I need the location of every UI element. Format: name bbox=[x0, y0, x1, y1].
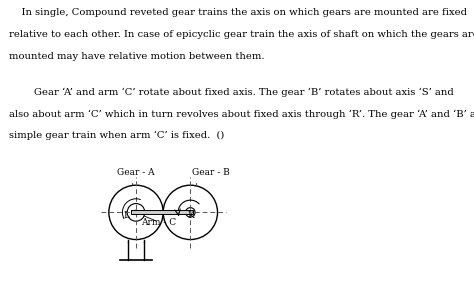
Text: mounted may have relative motion between them.: mounted may have relative motion between… bbox=[9, 52, 265, 61]
Text: Gear - A: Gear - A bbox=[117, 168, 155, 184]
Text: relative to each other. In case of epicyclic gear train the axis of shaft on whi: relative to each other. In case of epicy… bbox=[9, 30, 474, 39]
Text: also about arm ‘C’ which in turn revolves about fixed axis through ‘R’. The gear: also about arm ‘C’ which in turn revolve… bbox=[9, 109, 474, 119]
Circle shape bbox=[189, 211, 192, 214]
Text: L: L bbox=[123, 211, 129, 220]
Text: K: K bbox=[187, 211, 194, 220]
Bar bbox=[131, 211, 193, 214]
Text: In single, Compound reveted gear trains the axis on which gears are mounted are : In single, Compound reveted gear trains … bbox=[9, 8, 467, 18]
Text: Gear ‘A’ and arm ‘C’ rotate about fixed axis. The gear ‘B’ rotates about axis ‘S: Gear ‘A’ and arm ‘C’ rotate about fixed … bbox=[9, 88, 454, 97]
Text: Arm - C: Arm - C bbox=[141, 216, 177, 227]
Text: Gear - B: Gear - B bbox=[191, 168, 229, 184]
Text: simple gear train when arm ‘C’ is fixed.  (): simple gear train when arm ‘C’ is fixed.… bbox=[9, 131, 225, 140]
Circle shape bbox=[134, 210, 138, 215]
